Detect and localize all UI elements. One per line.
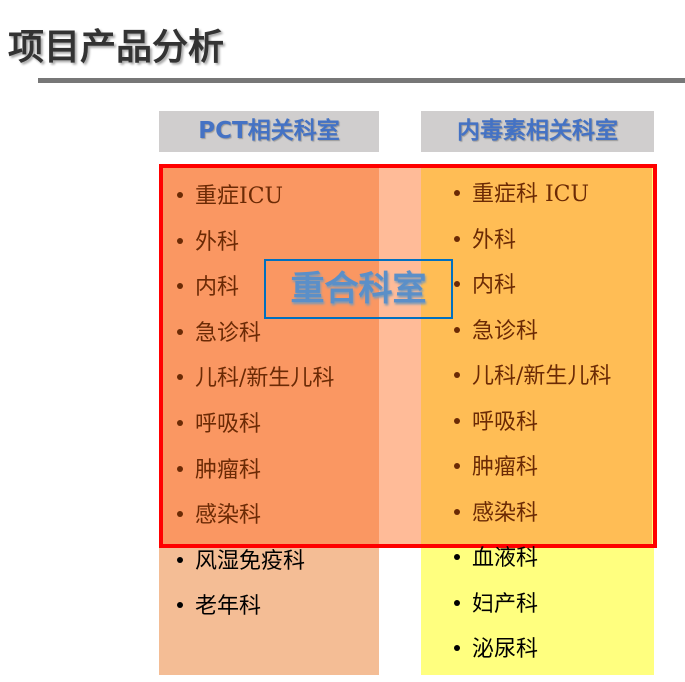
bullet-icon: [177, 556, 183, 563]
item-label: 重症ICU: [195, 184, 284, 209]
right-list-item: 急诊科: [454, 319, 538, 345]
bullet-icon: [454, 417, 460, 424]
item-label: 内科: [472, 273, 517, 298]
bullet-icon: [454, 599, 460, 606]
left-list-item: 呼吸科: [177, 412, 261, 438]
bullet-icon: [177, 283, 183, 290]
pct-header: PCT相关科室: [159, 111, 379, 152]
right-list-item: 血液科: [454, 546, 538, 572]
bullet-icon: [177, 237, 183, 244]
right-list-item: 儿科/新生儿科: [454, 364, 611, 390]
bullet-icon: [177, 511, 183, 518]
bullet-icon: [177, 465, 183, 472]
item-label: 感染科: [472, 500, 539, 526]
bullet-icon: [454, 372, 460, 378]
item-label: 重症科 ICU: [472, 182, 590, 207]
bullet-icon: [177, 602, 183, 609]
item-label: 外科: [472, 227, 517, 253]
right-list-item: 重症科 ICU: [454, 182, 589, 208]
left-list-item: 感染科: [177, 503, 261, 529]
title-divider: [38, 78, 685, 83]
overlap-label: 重合科室: [264, 259, 453, 319]
item-label: 妇产科: [472, 591, 539, 617]
item-label: 血液科: [472, 546, 539, 571]
item-label: 泌尿科: [472, 637, 539, 662]
item-label: 内科: [195, 275, 240, 301]
item-label: 急诊科: [195, 320, 262, 346]
right-list-item: 呼吸科: [454, 410, 538, 436]
left-list-item: 外科: [177, 230, 239, 256]
item-label: 肿瘤科: [195, 457, 262, 483]
left-list-item: 肿瘤科: [177, 458, 261, 484]
bullet-icon: [177, 374, 183, 381]
right-list-item: 内科: [454, 273, 516, 299]
overlap-left: [163, 168, 379, 544]
item-label: 急诊科: [472, 318, 539, 344]
bullet-icon: [454, 463, 460, 469]
overlap-right: [421, 168, 652, 544]
bullet-icon: [177, 328, 183, 335]
overlap-middle: [379, 168, 421, 544]
item-label: 儿科/新生儿科: [195, 366, 335, 392]
item-label: 呼吸科: [472, 409, 539, 435]
right-list-item: 泌尿科: [454, 637, 538, 663]
left-list-item: 重症ICU: [177, 184, 283, 210]
item-label: 外科: [195, 229, 240, 255]
endotoxin-header: 内毒素相关科室: [421, 111, 654, 152]
right-list-item: 妇产科: [454, 592, 538, 618]
page-title: 项目产品分析: [8, 27, 225, 68]
left-list-item: 风湿免疫科: [177, 549, 305, 575]
left-list-item: 老年科: [177, 594, 261, 620]
right-list-item: 肿瘤科: [454, 455, 538, 481]
left-list-item: 儿科/新生儿科: [177, 366, 334, 392]
overlap-box: [159, 164, 657, 548]
right-list-item: 外科: [454, 228, 516, 254]
item-label: 儿科/新生儿科: [472, 364, 612, 389]
item-label: 肿瘤科: [472, 455, 539, 480]
item-label: 风湿免疫科: [195, 548, 306, 574]
bullet-icon: [454, 281, 460, 287]
item-label: 感染科: [195, 503, 262, 529]
bullet-icon: [454, 508, 460, 515]
bullet-icon: [454, 645, 460, 651]
bullet-icon: [454, 554, 460, 560]
item-label: 老年科: [195, 594, 262, 620]
right-list-item: 感染科: [454, 501, 538, 527]
bullet-icon: [177, 192, 183, 198]
bullet-icon: [454, 326, 460, 333]
bullet-icon: [177, 420, 183, 426]
bullet-icon: [454, 235, 460, 242]
left-list-item: 急诊科: [177, 321, 261, 347]
left-list-item: 内科: [177, 275, 239, 301]
bullet-icon: [454, 190, 460, 196]
item-label: 呼吸科: [195, 412, 262, 437]
